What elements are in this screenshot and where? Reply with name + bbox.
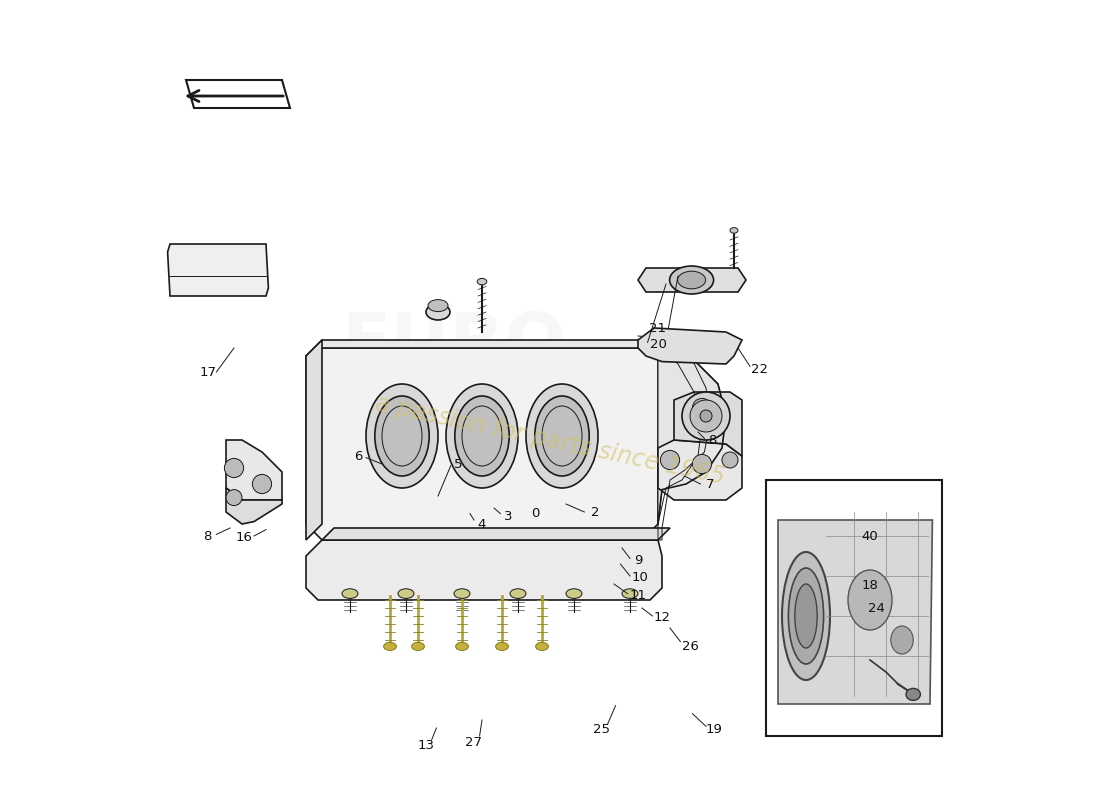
Text: 11: 11 <box>629 589 647 602</box>
Polygon shape <box>658 440 742 500</box>
Circle shape <box>252 474 272 494</box>
Text: 27: 27 <box>465 736 483 749</box>
Text: 9: 9 <box>634 554 642 566</box>
Text: 3: 3 <box>504 510 513 522</box>
Ellipse shape <box>621 589 638 598</box>
Bar <box>766 480 942 736</box>
Circle shape <box>226 490 242 506</box>
Polygon shape <box>306 540 662 600</box>
Polygon shape <box>226 488 282 524</box>
Polygon shape <box>306 340 322 540</box>
Ellipse shape <box>375 396 429 476</box>
Text: a passion for parts since 1965: a passion for parts since 1965 <box>373 391 727 489</box>
Ellipse shape <box>690 400 722 432</box>
Polygon shape <box>167 244 268 296</box>
Polygon shape <box>306 340 658 356</box>
Ellipse shape <box>455 642 469 650</box>
Text: 8: 8 <box>204 530 212 542</box>
Polygon shape <box>322 528 670 540</box>
Circle shape <box>692 398 712 418</box>
Ellipse shape <box>366 384 438 488</box>
Text: 24: 24 <box>868 602 884 614</box>
Ellipse shape <box>426 304 450 320</box>
Polygon shape <box>638 328 743 364</box>
Ellipse shape <box>496 642 508 650</box>
Ellipse shape <box>510 589 526 598</box>
Text: 25: 25 <box>594 723 610 736</box>
Ellipse shape <box>342 589 358 598</box>
Text: 6: 6 <box>354 450 362 462</box>
Text: 20: 20 <box>650 338 667 350</box>
Ellipse shape <box>906 688 921 701</box>
Ellipse shape <box>477 278 487 285</box>
Ellipse shape <box>428 300 448 312</box>
Text: 22: 22 <box>751 363 768 376</box>
Ellipse shape <box>536 642 549 650</box>
Ellipse shape <box>678 271 705 289</box>
Text: 5: 5 <box>453 458 462 470</box>
Ellipse shape <box>454 396 509 476</box>
Polygon shape <box>306 348 658 540</box>
Circle shape <box>660 450 680 470</box>
Ellipse shape <box>782 552 830 680</box>
Text: 40: 40 <box>861 530 879 542</box>
Text: 17: 17 <box>199 366 216 378</box>
Polygon shape <box>674 392 742 456</box>
Text: 2: 2 <box>591 506 600 518</box>
Ellipse shape <box>730 227 738 233</box>
Ellipse shape <box>789 568 824 664</box>
Text: 26: 26 <box>682 640 698 653</box>
Ellipse shape <box>848 570 892 630</box>
Polygon shape <box>654 344 726 524</box>
Ellipse shape <box>535 396 590 476</box>
Ellipse shape <box>891 626 913 654</box>
Ellipse shape <box>398 589 414 598</box>
Circle shape <box>692 454 712 474</box>
Polygon shape <box>778 520 933 704</box>
Text: 10: 10 <box>631 571 648 584</box>
Ellipse shape <box>526 384 598 488</box>
Text: 8: 8 <box>708 434 716 446</box>
Ellipse shape <box>566 589 582 598</box>
Polygon shape <box>638 268 746 292</box>
Text: 16: 16 <box>236 531 253 544</box>
Text: 12: 12 <box>653 611 671 624</box>
Ellipse shape <box>682 392 730 440</box>
Text: 18: 18 <box>861 579 879 592</box>
Ellipse shape <box>670 266 714 294</box>
Ellipse shape <box>700 410 712 422</box>
Ellipse shape <box>454 589 470 598</box>
Polygon shape <box>226 440 282 500</box>
Ellipse shape <box>384 642 396 650</box>
Text: 4: 4 <box>477 518 486 530</box>
Ellipse shape <box>446 384 518 488</box>
Text: 7: 7 <box>706 478 714 490</box>
Ellipse shape <box>795 584 817 648</box>
Text: EURO
PARTS: EURO PARTS <box>326 310 582 458</box>
Ellipse shape <box>411 642 425 650</box>
Text: 0: 0 <box>531 507 540 520</box>
Text: 21: 21 <box>649 322 667 334</box>
Text: 13: 13 <box>418 739 434 752</box>
Circle shape <box>722 452 738 468</box>
Circle shape <box>224 458 243 478</box>
Text: 19: 19 <box>705 723 723 736</box>
